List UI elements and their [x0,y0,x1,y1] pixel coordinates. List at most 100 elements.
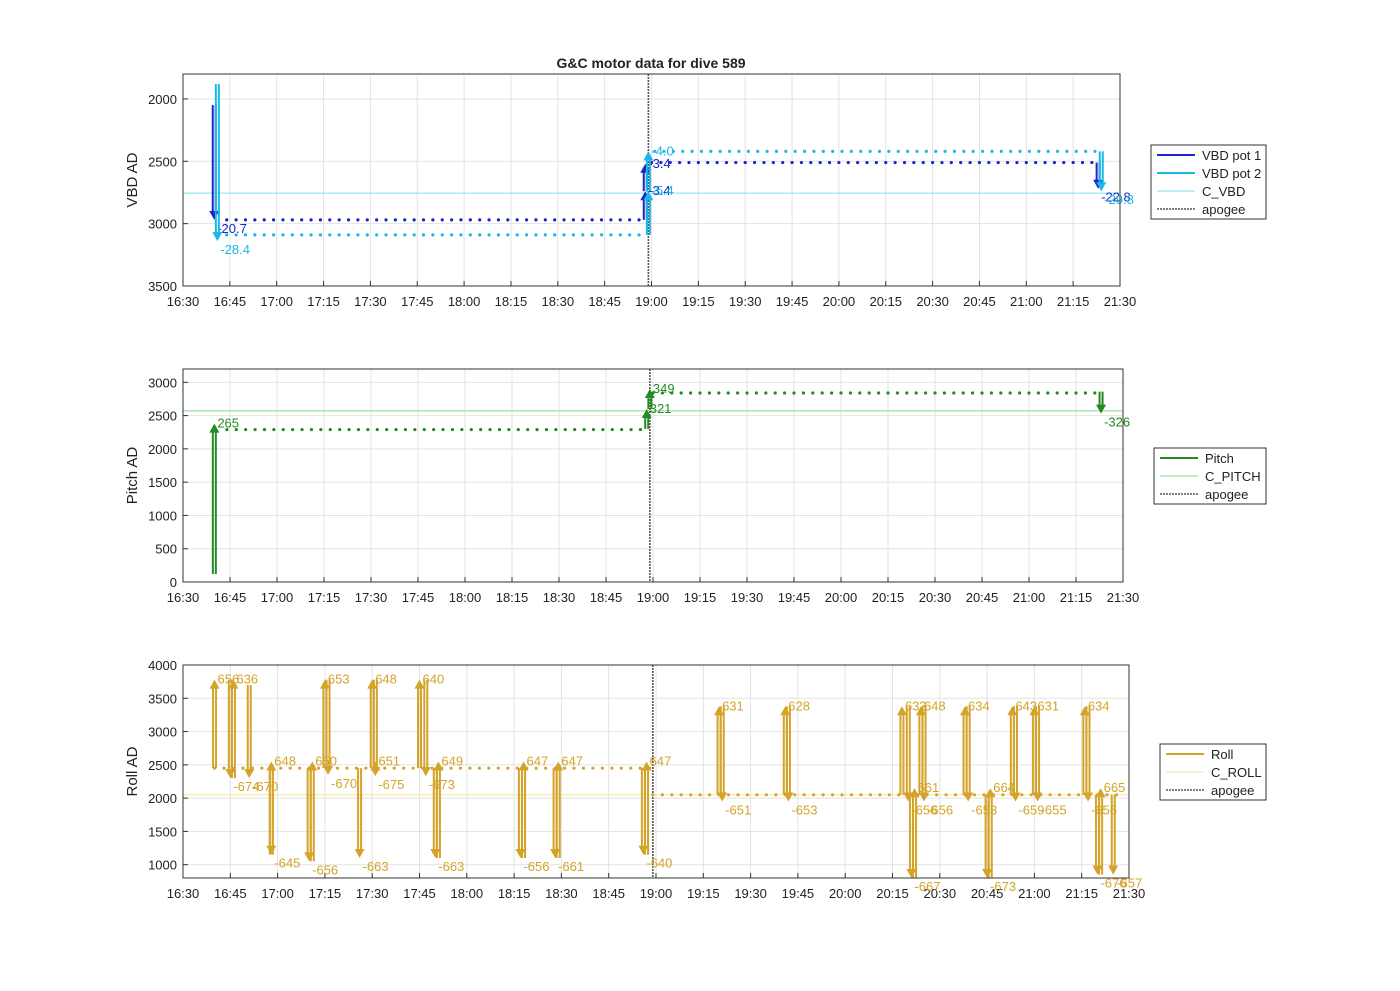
motor-move-arrowhead [643,191,654,201]
x-tick-label: 17:15 [308,590,341,605]
trace-point [431,218,435,222]
trace-point [1062,160,1066,165]
trace-point [618,218,622,222]
motor-move-label: -3.4 [648,156,670,171]
trace-point [679,391,683,395]
trace-point [288,766,292,770]
trace-point [479,427,483,432]
trace-point [440,218,444,222]
motor-move-label: -655 [1041,802,1067,817]
trace-point [953,793,958,797]
trace-point [771,160,775,165]
trace-point [887,793,891,797]
trace-point [477,766,482,770]
trace-point [678,160,682,165]
motor-move-label: 628 [788,698,810,713]
trace-point [878,793,882,797]
y-tick-label: 1000 [148,508,177,523]
trace-point [393,233,397,237]
x-tick-label: 20:00 [823,294,856,309]
x-tick-label: 18:30 [545,886,578,901]
axes-box [182,73,1121,287]
x-tick-label: 16:30 [167,294,200,309]
trace-point [1024,160,1028,165]
trace-point [977,160,982,165]
x-tick-label: 20:45 [963,294,996,309]
trace-point [581,233,585,237]
motor-move-label: -656 [523,859,549,874]
trace-point [783,391,787,395]
trace-point [222,766,226,770]
trace-point [802,149,807,153]
trace-point [820,391,824,395]
trace-point [412,218,416,222]
trace-point [762,160,766,165]
trace-point [628,233,632,237]
trace-point [793,149,797,153]
motor-move-label: 631 [1037,698,1059,713]
trace-point [809,160,813,165]
trace-point [319,427,323,432]
motor-move-arrowhead [1095,788,1106,798]
motor-move-arrowhead [1108,865,1119,875]
trace-point [902,160,907,165]
motor-move-label: 647 [650,754,672,769]
trace-point [987,160,991,165]
trace-point [487,233,491,237]
trace-point [571,218,576,222]
motor-move-label: -663 [363,859,389,874]
trace-point [1008,391,1012,395]
trace-point [764,793,768,797]
trace-point [1037,149,1041,153]
trace-point [968,160,972,165]
trace-point [619,766,623,770]
trace-point [1046,149,1050,153]
legend-entry: apogee [1205,487,1248,502]
y-tick-label: 2500 [148,409,177,424]
y-tick-label: 1000 [148,858,177,873]
motor-move-label: 647 [527,754,549,769]
trace-point [534,218,538,222]
motor-move-arrowhead [783,792,794,802]
x-tick-label: 18:00 [449,590,482,605]
trace-point [1036,391,1040,395]
trace-point [837,160,841,165]
trace-point [793,793,797,797]
trace-point [581,766,586,770]
trace-point [1055,149,1060,153]
trace-point [356,218,360,222]
trace-point [356,233,360,237]
trace-point [345,766,349,770]
trace-point [544,766,548,770]
trace-point [653,149,657,153]
motor-move-arrowhead [909,788,920,798]
trace-point [886,391,890,395]
x-tick-label: 20:00 [829,886,862,901]
x-tick-label: 19:45 [776,294,809,309]
trace-point [225,233,229,237]
trace-point [915,149,919,153]
trace-point [774,793,778,797]
trace-point [384,218,388,222]
trace-point [563,427,567,432]
x-tick-label: 16:30 [167,886,200,901]
trace-point [262,233,266,237]
legend-entry: Roll [1211,747,1234,762]
trace-point [375,218,379,222]
trace-point [300,218,304,222]
x-tick-label: 20:30 [924,886,957,901]
trace-point [1071,160,1075,165]
trace-point [764,391,768,395]
trace-point [972,793,977,797]
trace-point [335,766,340,770]
trace-point [921,160,925,165]
motor-move-label: -656 [1091,802,1117,817]
x-tick-label: 17:15 [309,886,342,901]
x-tick-label: 19:15 [687,886,720,901]
trace-point [365,218,369,222]
trace-point [290,218,294,222]
trace-point [383,766,387,770]
trace-point [830,793,835,797]
trace-point [450,427,455,432]
motor-move-arrowhead [212,232,223,242]
